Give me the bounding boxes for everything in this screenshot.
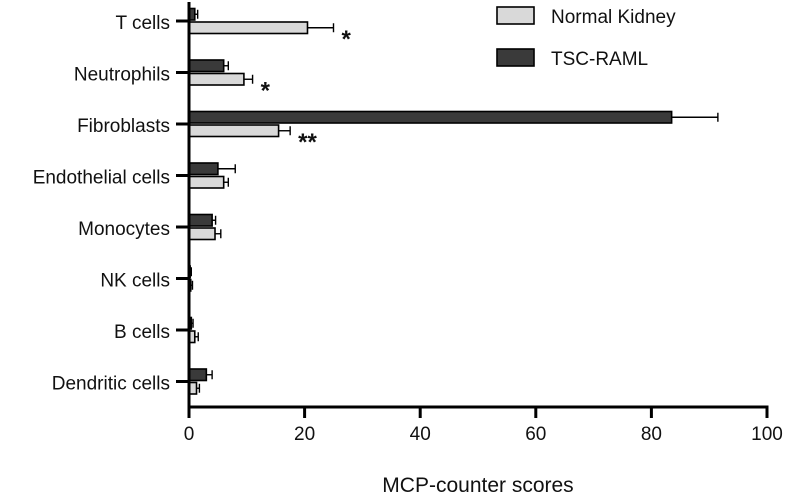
legend-swatch	[496, 48, 535, 67]
bar-normal-kidney	[188, 175, 225, 189]
legend: Normal Kidney TSC-RAML	[496, 6, 676, 70]
legend-swatch	[496, 6, 535, 25]
significance-mark: *	[261, 78, 271, 105]
category-label: Dendritic cells	[52, 374, 170, 395]
legend-label: Normal Kidney	[551, 7, 676, 28]
x-tick-label: 60	[525, 424, 546, 445]
x-tick-label: 20	[294, 424, 315, 445]
x-tick-label: 0	[184, 424, 195, 445]
bar-tsc-raml	[188, 368, 208, 382]
bar-tsc-raml	[188, 110, 673, 124]
category-label: Neutrophils	[74, 65, 170, 86]
bar-normal-kidney	[188, 227, 216, 241]
bar-normal-kidney	[188, 72, 245, 86]
bar-tsc-raml	[188, 162, 219, 176]
category-label: B cells	[114, 322, 170, 343]
category-label: Endothelial cells	[33, 168, 170, 189]
significance-mark: **	[298, 129, 317, 156]
category-label: T cells	[115, 13, 170, 34]
bar-normal-kidney	[188, 21, 309, 35]
category-label: Monocytes	[78, 219, 170, 240]
legend-label: TSC-RAML	[551, 49, 648, 70]
plot-area: T cells * Neutrophils * Fibroblasts ** Endothe…	[33, 2, 783, 445]
bar-normal-kidney	[188, 124, 280, 138]
x-tick-label: 100	[751, 424, 783, 445]
category-label: NK cells	[100, 271, 170, 292]
x-tick-label: 80	[641, 424, 662, 445]
bar-tsc-raml	[188, 59, 225, 73]
bar-tsc-raml	[188, 213, 213, 227]
significance-mark: *	[342, 26, 352, 53]
x-tick-label: 40	[410, 424, 431, 445]
x-axis-title: MCP-counter scores	[382, 474, 573, 497]
category-label: Fibroblasts	[77, 116, 170, 137]
